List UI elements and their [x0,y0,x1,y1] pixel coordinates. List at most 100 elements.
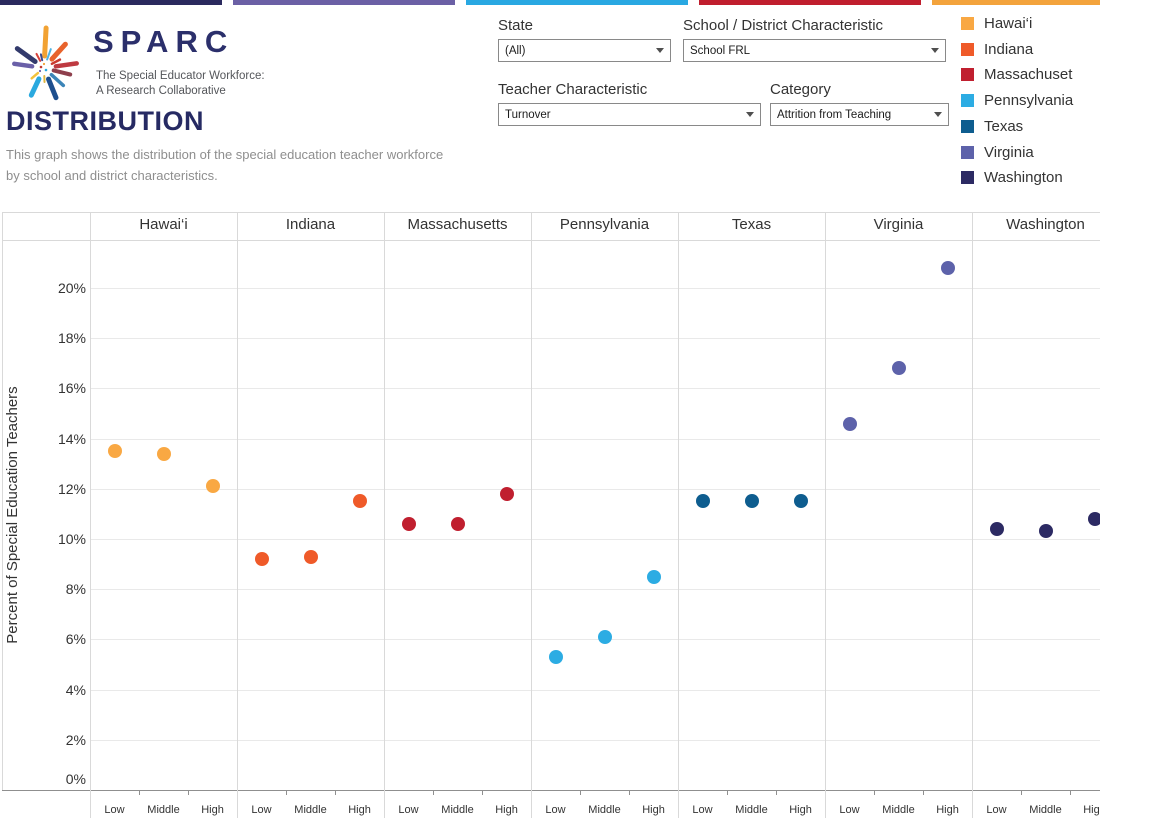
filter-teacher-label: Teacher Characteristic [498,81,648,98]
filter-school-district-label: School / District Characteristic [683,17,884,34]
x-category-label: High [348,804,371,816]
panel-boundary [90,212,91,818]
x-category-label: High [789,804,812,816]
brand-tagline-line1: The Special Educator Workforce: [96,70,265,82]
y-gridline [90,438,1100,440]
y-axis-tick-label: 20% [57,280,86,296]
x-category-label: Middle [588,804,621,816]
chevron-down-icon [746,112,754,117]
y-gridline [90,338,1100,340]
data-point[interactable] [107,444,122,459]
panel-header-virginia: Virginia [873,216,924,233]
data-point[interactable] [1087,511,1100,526]
category-tick [482,790,483,795]
filter-school-district-dropdown[interactable]: School FRL [683,39,946,62]
data-point[interactable] [793,494,808,509]
chevron-down-icon [934,112,942,117]
filter-category-dropdown[interactable]: Attrition from Teaching [770,103,949,126]
data-point[interactable] [156,446,171,461]
chevron-down-icon [656,48,664,53]
legend-swatch [961,67,974,81]
data-point[interactable] [303,549,318,564]
category-tick [335,790,336,795]
y-gridline [90,639,1100,641]
x-category-label: Low [839,804,860,816]
data-point[interactable] [254,552,269,567]
sparc-starburst-logo [12,25,79,101]
legend-item-label: Massachuset [984,65,1073,83]
page-description-line1: This graph shows the distribution of the… [6,147,444,162]
data-point[interactable] [401,516,416,531]
brand-color-bar [0,0,222,5]
filter-teacher-dropdown[interactable]: Turnover [498,103,761,126]
filter-state-dropdown[interactable]: (All) [498,39,671,62]
filter-state-label: State [498,17,534,34]
distribution-chart: 0% 2% 4% 6% 8% 10% 12% 14% 16% 18% 20% Percent of S… [0,212,1100,822]
data-point[interactable] [205,479,220,494]
x-category-label: High [201,804,224,816]
x-axis-line [2,790,1100,791]
y-axis-tick-label: 18% [57,330,86,347]
category-tick [188,790,189,795]
x-category-label: Middle [441,804,474,816]
data-point[interactable] [891,361,906,376]
x-category-label: Low [986,804,1007,816]
panel-boundary [384,212,385,818]
panel-header-indiana: Indiana [285,216,336,233]
data-point[interactable] [842,416,857,431]
y-axis-tick-label: 8% [65,581,86,598]
x-category-label: Middle [735,804,768,816]
legend-item[interactable]: Indiana [961,39,1033,59]
data-point[interactable] [1038,524,1053,539]
legend-item[interactable]: Pennsylvania [961,90,1073,110]
x-category-label: High [936,804,959,816]
data-point[interactable] [499,486,514,501]
legend-swatch [961,119,974,133]
legend-swatch [961,42,974,56]
page-description: This graph shows the distribution of the… [6,144,443,186]
filter-teacher-value: Turnover [505,108,551,121]
legend-item[interactable]: Washington [961,167,1063,187]
category-tick [629,790,630,795]
data-point[interactable] [646,569,661,584]
panel-header-pennsylvania: Pennsylvania [559,216,650,233]
legend-swatch [961,170,974,184]
x-category-label: Low [104,804,125,816]
data-point[interactable] [352,494,367,509]
legend-item-label: Pennsylvania [984,91,1074,109]
panel-header-hawaii: Hawai‘i [139,216,188,233]
filter-school-district-value: School FRL [690,44,751,57]
y-axis-tick-label: 6% [65,631,86,648]
y-axis-tick-label: 2% [65,731,86,748]
legend-item[interactable]: Virginia [961,142,1034,162]
data-point[interactable] [548,649,563,664]
panel-boundary [531,212,532,818]
y-gridline [90,589,1100,591]
legend-item[interactable]: Hawai‘i [961,13,1032,33]
brand-color-bar [699,0,921,5]
data-point[interactable] [597,629,612,644]
data-point[interactable] [940,260,955,275]
category-tick [874,790,875,795]
x-category-label: Middle [1029,804,1062,816]
panel-boundary [972,212,973,818]
data-point[interactable] [450,516,465,531]
legend-item[interactable]: Massachuset [961,64,1072,84]
legend-swatch [961,16,974,30]
panel-header-texas: Texas [731,216,772,233]
legend-swatch [961,93,974,107]
legend-item-label: Washington [984,168,1063,186]
panel-boundary [678,212,679,818]
filter-category: Category Attrition from Teaching [770,81,949,126]
data-point[interactable] [744,494,759,509]
category-tick [1021,790,1022,795]
data-point[interactable] [695,494,710,509]
legend-item[interactable]: Texas [961,116,1023,136]
panel-boundary [237,212,238,818]
category-tick [139,790,140,795]
y-gridline [90,488,1100,490]
category-tick [923,790,924,795]
filter-teacher-characteristic: Teacher Characteristic Turnover [498,81,761,126]
y-gridline [90,689,1100,691]
data-point[interactable] [989,521,1004,536]
